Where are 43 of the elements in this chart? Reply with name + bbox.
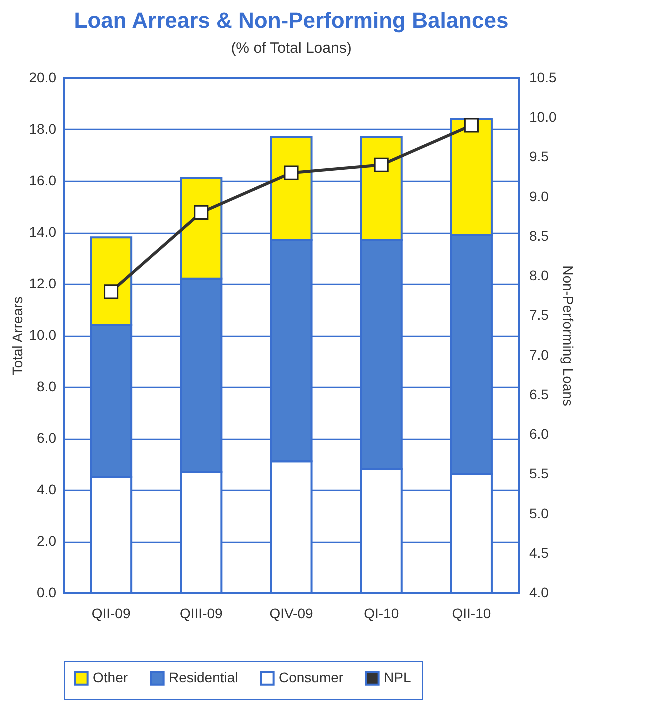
legend-label: NPL xyxy=(384,670,412,686)
y2-tick-label: 10.5 xyxy=(530,70,557,86)
chart-subtitle: (% of Total Loans) xyxy=(231,40,352,57)
y2-tick-label: 5.5 xyxy=(530,466,550,482)
y-tick-label: 8.0 xyxy=(37,378,57,394)
legend-label: Other xyxy=(93,670,128,686)
y-tick-label: 12.0 xyxy=(29,276,57,292)
y-tick-label: 10.0 xyxy=(29,327,57,343)
y2-tick-label: 7.5 xyxy=(530,307,550,324)
y-tick-label: 20.0 xyxy=(29,70,57,86)
point xyxy=(464,118,479,133)
y2-tick-label: 8.0 xyxy=(530,268,550,284)
y-tick-label: 6.0 xyxy=(37,430,57,446)
y2-tick-label: 4.5 xyxy=(530,544,550,561)
y2-tick-label: 9.0 xyxy=(530,188,550,204)
y2-tick-label: 4.0 xyxy=(530,584,550,600)
x-tick-label: QII-09 xyxy=(92,606,131,622)
y2-tick-label: 10.0 xyxy=(530,109,557,126)
y2-axis-title: Non-Performing Loans xyxy=(560,266,577,406)
legend-label: Residential xyxy=(169,670,238,686)
y2-tick-label: 9.5 xyxy=(530,148,550,165)
y-tick-label: 14.0 xyxy=(29,224,57,240)
x-tick-label: QIV-09 xyxy=(270,606,314,622)
y-axis-title: Total Arrears xyxy=(9,296,26,376)
point xyxy=(194,205,209,220)
chart-title: Loan Arrears & Non-Performing Balances xyxy=(74,8,509,33)
point xyxy=(104,284,119,300)
y2-tick-label: 6.5 xyxy=(530,386,550,402)
point xyxy=(374,158,389,172)
y2-tick-label: 6.0 xyxy=(530,426,550,442)
x-tick-label: QII-10 xyxy=(452,606,492,622)
y-tick-label: 18.0 xyxy=(29,121,57,137)
y2-tick-label: 8.5 xyxy=(530,228,550,244)
legend-label: Consumer xyxy=(279,670,344,686)
y2-tick-label: 5.0 xyxy=(530,505,550,522)
x-tick-label: QI-10 xyxy=(364,606,400,622)
y-tick-label: 16.0 xyxy=(29,172,57,188)
point xyxy=(284,166,299,180)
y-tick-label: 4.0 xyxy=(37,482,57,498)
x-tick-label: QIII-09 xyxy=(180,606,224,622)
y-tick-label: 0.0 xyxy=(37,584,57,600)
y-tick-label: 2.0 xyxy=(37,533,57,549)
y2-tick-label: 7.0 xyxy=(530,346,550,363)
